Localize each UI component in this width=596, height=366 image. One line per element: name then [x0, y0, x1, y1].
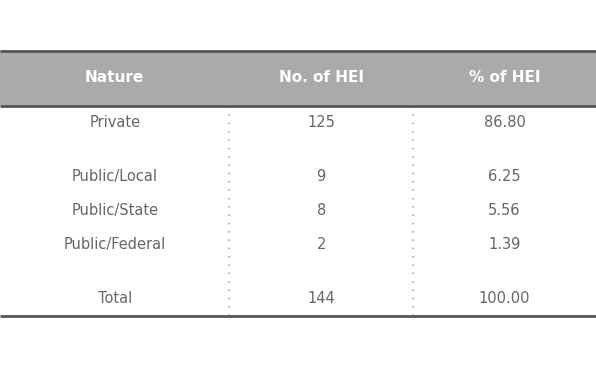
Text: 5.56: 5.56	[488, 203, 521, 218]
Text: No. of HEI: No. of HEI	[279, 71, 364, 86]
Bar	[0, 51, 596, 105]
Text: Nature: Nature	[85, 71, 144, 86]
Text: Total: Total	[98, 291, 132, 306]
Text: Public/Local: Public/Local	[72, 169, 158, 184]
Text: 8: 8	[316, 203, 326, 218]
Text: 1.39: 1.39	[488, 237, 521, 252]
Text: 86.80: 86.80	[483, 115, 526, 130]
Text: % of HEI: % of HEI	[469, 71, 540, 86]
Text: 144: 144	[308, 291, 335, 306]
Text: 2: 2	[316, 237, 326, 252]
Text: Public/State: Public/State	[71, 203, 159, 218]
Text: Public/Federal: Public/Federal	[64, 237, 166, 252]
Text: Private: Private	[89, 115, 140, 130]
Text: 100.00: 100.00	[479, 291, 530, 306]
Text: 125: 125	[308, 115, 335, 130]
Text: 6.25: 6.25	[488, 169, 521, 184]
Text: 9: 9	[316, 169, 326, 184]
